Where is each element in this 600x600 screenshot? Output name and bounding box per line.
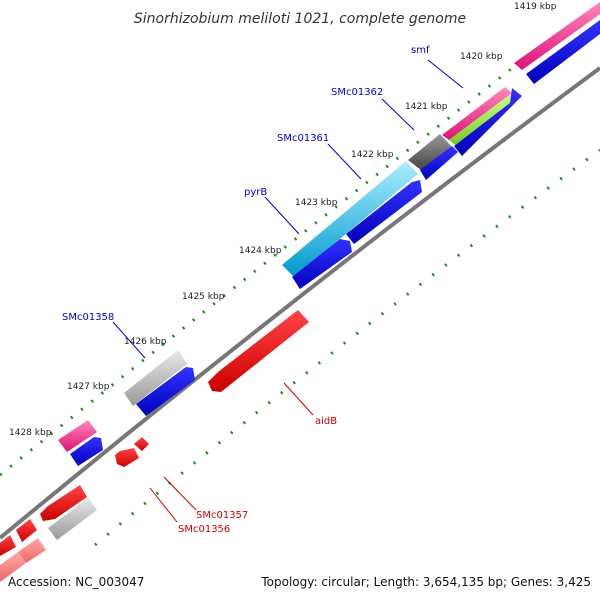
tick-label: 1427 kbp xyxy=(67,382,110,392)
gene-bar[interactable] xyxy=(514,2,600,70)
gene-bar[interactable] xyxy=(48,498,97,540)
inner-tick-track xyxy=(94,148,600,547)
tick-label: 1428 kbp xyxy=(9,428,52,438)
tick-label: 1422 kbp xyxy=(351,150,394,160)
outer-tick-track xyxy=(0,60,521,477)
smc01362-cds-arrow[interactable] xyxy=(420,146,458,180)
tick-label: 1425 kbp xyxy=(182,292,225,302)
cds-arrow[interactable] xyxy=(70,437,103,466)
pseudogene-arrow[interactable] xyxy=(18,538,46,563)
smc01356-leader-line xyxy=(149,487,178,523)
tick-label: 1423 kbp xyxy=(295,198,338,208)
smc01361-cds-arrow[interactable] xyxy=(346,180,422,244)
cds-arrow[interactable] xyxy=(0,535,16,556)
gene-label-smc01356[interactable]: SMc01356 xyxy=(178,524,230,535)
aidb-cds-arrow[interactable] xyxy=(208,310,309,392)
accession-text: Accession: NC_003047 xyxy=(8,575,144,589)
gene-label-smc01361[interactable]: SMc01361 xyxy=(277,133,329,144)
smc01358-leader-line xyxy=(112,321,146,359)
map-title: Sinorhizobium meliloti 1021, complete ge… xyxy=(134,11,466,27)
smc01358-gene-bar[interactable] xyxy=(124,350,187,406)
smf-leader-line xyxy=(427,59,464,89)
smc01362-gene-bar[interactable] xyxy=(408,134,452,170)
smc01357-cds-arrow[interactable] xyxy=(115,448,139,467)
tick-label: 1424 kbp xyxy=(239,246,282,256)
pyrb-gene-bar[interactable] xyxy=(282,161,418,277)
pyrb-cds-arrow[interactable] xyxy=(292,239,352,289)
genome-summary-text: Topology: circular; Length: 3,654,135 bp… xyxy=(260,575,591,589)
smc01361-leader-line xyxy=(327,143,362,180)
smc01356-cds-arrow[interactable] xyxy=(40,485,87,521)
pseudogene-arrow[interactable] xyxy=(0,552,26,582)
tick-label: 1421 kbp xyxy=(405,102,448,112)
gene-label-smc01358[interactable]: SMc01358 xyxy=(62,312,114,323)
tick-label: 1426 kbp xyxy=(124,337,167,347)
pyrb-leader-line xyxy=(264,196,300,235)
gene-label-smf[interactable]: smf xyxy=(411,45,430,56)
tick-label: 1420 kbp xyxy=(460,52,503,62)
cds-arrow[interactable] xyxy=(134,437,149,451)
cds-arrow[interactable] xyxy=(16,519,37,542)
gene-label-smc01357[interactable]: SMc01357 xyxy=(196,510,248,521)
gene-label-aidb[interactable]: aidB xyxy=(315,416,337,427)
gene-bar[interactable] xyxy=(58,420,97,452)
smc01362-leader-line xyxy=(381,98,415,131)
smc01357-leader-line xyxy=(163,476,197,511)
smf-gene-bar[interactable] xyxy=(442,87,512,140)
smc01358-cds-arrow[interactable] xyxy=(136,367,195,416)
tick-label: 1419 kbp xyxy=(514,2,557,12)
cds-arrow[interactable] xyxy=(526,20,600,84)
smf-gene-bar-lower[interactable] xyxy=(449,93,517,145)
genome-backbone xyxy=(0,66,600,540)
gene-label-smc01362[interactable]: SMc01362 xyxy=(331,87,383,98)
aidb-leader-line xyxy=(283,382,314,416)
gene-label-pyrb[interactable]: pyrB xyxy=(244,187,267,198)
smf-cds-arrow[interactable] xyxy=(454,88,522,156)
